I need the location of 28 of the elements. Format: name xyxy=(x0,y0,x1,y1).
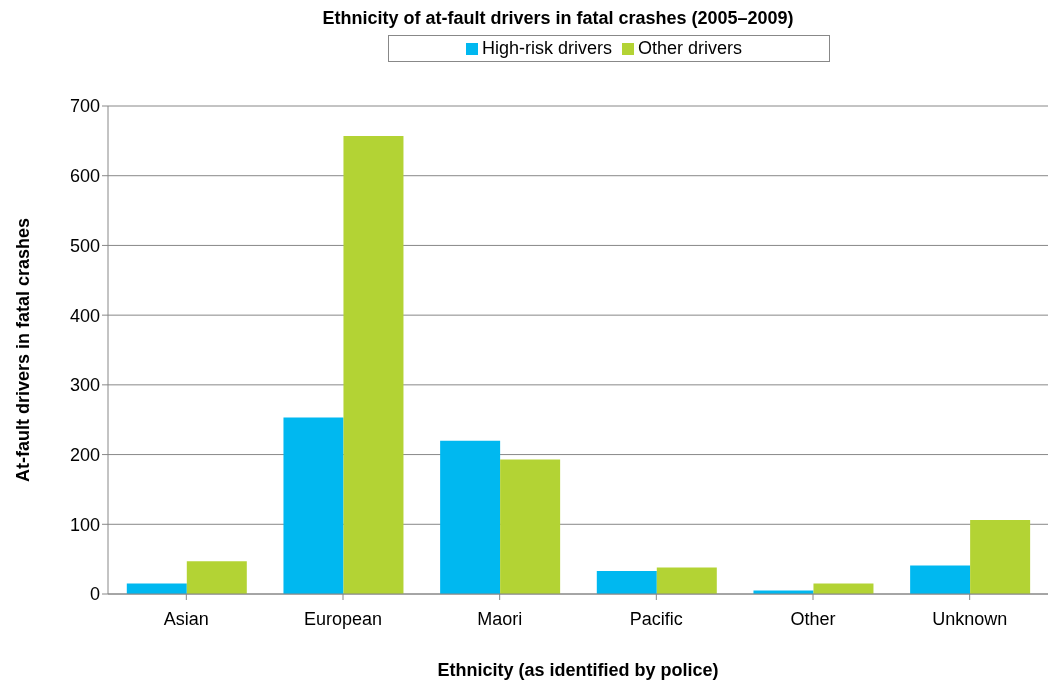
bar xyxy=(186,561,247,594)
legend-label: Other drivers xyxy=(638,38,743,58)
bar xyxy=(656,567,717,594)
y-tick-label: 200 xyxy=(69,444,100,465)
y-tick-label: 700 xyxy=(69,96,100,117)
y-axis-title: At-fault drivers in fatal crashes xyxy=(13,217,34,483)
x-tick-label: Other xyxy=(790,608,836,629)
bar xyxy=(910,565,971,594)
x-tick-label: Unknown xyxy=(932,608,1008,629)
bar xyxy=(596,570,657,594)
x-tick-label: Maori xyxy=(477,608,523,629)
y-tick-label: 600 xyxy=(69,166,100,187)
y-tick-label: 400 xyxy=(69,305,100,326)
x-tick-label: Asian xyxy=(163,608,209,629)
x-axis-title: Ethnicity (as identified by police) xyxy=(437,660,719,680)
bar xyxy=(500,459,561,594)
x-tick-label: Pacific xyxy=(629,608,683,629)
bar xyxy=(283,417,344,594)
bar xyxy=(343,135,404,594)
y-tick-label: 300 xyxy=(69,375,100,396)
x-tick-label: European xyxy=(303,608,383,629)
legend-label: High-risk drivers xyxy=(481,38,612,58)
chart-title: Ethnicity of at-fault drivers in fatal crashes (2005–2009) xyxy=(321,8,795,29)
y-tick-label: 0 xyxy=(89,584,100,605)
bar xyxy=(440,440,501,594)
y-tick-label: 500 xyxy=(69,235,100,256)
bar xyxy=(970,520,1031,594)
y-tick-label: 100 xyxy=(69,514,100,535)
